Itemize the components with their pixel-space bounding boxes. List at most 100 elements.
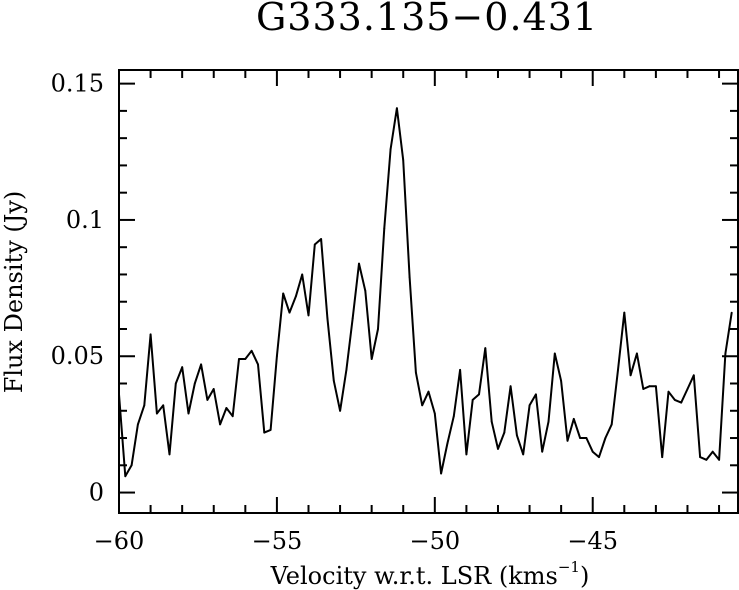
data-point bbox=[484, 347, 487, 349]
data-point bbox=[636, 352, 638, 355]
data-point bbox=[282, 292, 285, 295]
data-point bbox=[332, 379, 335, 382]
data-point bbox=[313, 243, 316, 246]
data-point bbox=[370, 358, 373, 360]
data-point bbox=[730, 311, 733, 314]
data-point bbox=[623, 311, 626, 314]
data-point bbox=[711, 450, 714, 453]
data-point bbox=[383, 227, 386, 230]
data-point bbox=[490, 420, 493, 423]
data-point bbox=[364, 289, 367, 292]
data-point bbox=[604, 437, 607, 439]
x-axis-label: Velocity w.r.t. LSR (kms−1) bbox=[270, 558, 590, 590]
data-point bbox=[585, 437, 588, 439]
data-point bbox=[617, 369, 619, 371]
x-axis-label-close: ) bbox=[580, 562, 589, 590]
data-point bbox=[680, 401, 683, 404]
data-point bbox=[143, 404, 146, 407]
data-point bbox=[509, 385, 512, 388]
data-point bbox=[231, 415, 234, 418]
data-point bbox=[661, 456, 664, 458]
data-point bbox=[452, 415, 455, 418]
data-point bbox=[465, 453, 468, 456]
data-point bbox=[288, 311, 291, 314]
data-point bbox=[225, 407, 228, 409]
data-point bbox=[212, 388, 215, 390]
series-line bbox=[118, 107, 733, 478]
data-point bbox=[699, 456, 701, 458]
data-point bbox=[579, 437, 581, 439]
data-point bbox=[421, 404, 424, 407]
data-point bbox=[339, 409, 341, 412]
data-point bbox=[396, 107, 398, 110]
y-tick-label: 0 bbox=[89, 479, 104, 507]
data-point bbox=[541, 450, 544, 453]
data-point bbox=[610, 423, 613, 426]
data-point bbox=[408, 276, 411, 279]
data-point bbox=[130, 464, 133, 467]
data-point bbox=[528, 404, 531, 407]
data-point bbox=[446, 442, 449, 445]
data-point bbox=[168, 453, 171, 456]
data-point bbox=[244, 358, 247, 360]
data-point bbox=[553, 352, 556, 355]
data-point bbox=[389, 148, 392, 151]
data-point bbox=[174, 382, 177, 385]
axis-ticks bbox=[118, 70, 738, 513]
data-point bbox=[238, 358, 240, 360]
data-point bbox=[250, 349, 253, 352]
data-point bbox=[535, 393, 537, 396]
data-point bbox=[516, 434, 518, 437]
data-point bbox=[591, 450, 594, 453]
data-point bbox=[358, 262, 360, 265]
data-point bbox=[692, 374, 695, 377]
plot-frame bbox=[118, 69, 739, 514]
data-point bbox=[655, 385, 657, 388]
data-point bbox=[162, 404, 165, 407]
x-tick-labels: −60 −55 −50 −45 bbox=[94, 527, 618, 555]
data-points bbox=[118, 107, 733, 478]
data-point bbox=[402, 159, 405, 161]
data-point bbox=[156, 412, 158, 415]
data-point bbox=[219, 423, 222, 426]
x-axis-label-text: Velocity w.r.t. LSR (kms bbox=[270, 562, 558, 590]
data-point bbox=[307, 314, 310, 317]
data-point bbox=[345, 369, 348, 371]
data-point bbox=[598, 456, 600, 458]
data-point bbox=[433, 412, 436, 415]
data-point bbox=[667, 390, 670, 393]
data-point bbox=[187, 412, 190, 415]
data-point bbox=[686, 388, 689, 390]
data-point bbox=[257, 363, 259, 366]
data-point bbox=[572, 418, 575, 420]
data-point bbox=[351, 317, 354, 319]
data-point bbox=[377, 328, 379, 330]
data-point bbox=[415, 371, 417, 374]
x-tick-label: −50 bbox=[409, 527, 460, 555]
data-point bbox=[471, 399, 474, 401]
data-point bbox=[137, 423, 139, 426]
data-point bbox=[269, 429, 272, 431]
data-point bbox=[629, 374, 632, 377]
data-point bbox=[522, 453, 525, 456]
data-point bbox=[724, 352, 727, 355]
x-tick-label: −55 bbox=[252, 527, 303, 555]
data-point bbox=[301, 273, 304, 276]
chart-title: G333.135−0.431 bbox=[256, 0, 598, 39]
data-point bbox=[440, 472, 442, 475]
data-point bbox=[642, 388, 645, 390]
y-axis-label: Flux Density (Jy) bbox=[0, 191, 28, 394]
data-point bbox=[295, 295, 297, 298]
x-tick-label: −60 bbox=[94, 527, 145, 555]
data-point bbox=[118, 393, 120, 396]
data-point bbox=[478, 393, 480, 396]
data-point bbox=[503, 431, 506, 434]
data-point bbox=[193, 382, 196, 385]
y-tick-label: 0.15 bbox=[51, 70, 104, 98]
data-point bbox=[200, 363, 203, 366]
x-axis-label-superscript: −1 bbox=[558, 558, 580, 576]
data-point bbox=[326, 317, 329, 319]
data-point bbox=[206, 399, 209, 401]
data-point bbox=[547, 420, 550, 423]
